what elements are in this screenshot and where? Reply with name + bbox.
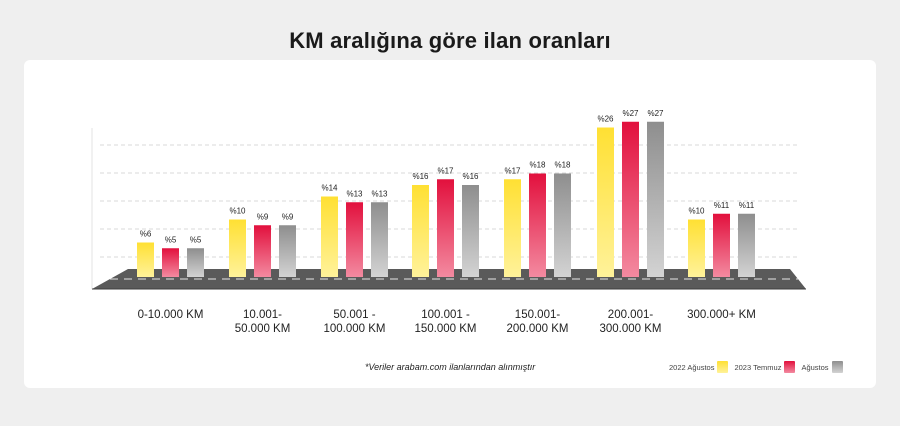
bar-value-label: %13 xyxy=(371,189,388,198)
bar-value-label: %9 xyxy=(257,212,269,221)
bar-value-label: %9 xyxy=(282,212,294,221)
bar xyxy=(713,213,730,277)
legend: 2022 Ağustos 2023 Temmuz Ağustos xyxy=(669,359,849,375)
bar-value-label: %11 xyxy=(714,201,730,210)
legend-swatch xyxy=(784,361,796,373)
bar xyxy=(738,213,755,277)
bar xyxy=(647,121,664,277)
bar xyxy=(412,185,429,277)
bar xyxy=(504,179,521,277)
chart-title: KM aralığına göre ilan oranları xyxy=(289,28,611,53)
category-label: 200.001- 300.000 KM xyxy=(599,309,662,335)
bar-value-label: %17 xyxy=(437,166,454,175)
bar xyxy=(187,248,204,277)
legend-swatch xyxy=(717,361,729,373)
category-label: 50.001 - 100.000 KM xyxy=(323,309,386,335)
bar-value-label: %16 xyxy=(462,172,479,181)
bar-value-label: %26 xyxy=(597,115,614,124)
bar-value-label: %13 xyxy=(346,189,363,198)
bar-value-label: %10 xyxy=(229,207,246,216)
bar xyxy=(462,185,479,277)
category-label: 10.001- 50.000 KM xyxy=(234,309,291,335)
bar-value-label: %17 xyxy=(504,166,521,175)
bar-value-label: %18 xyxy=(554,161,571,170)
bar xyxy=(597,127,614,277)
bar xyxy=(279,225,296,277)
bar xyxy=(437,179,454,277)
bar xyxy=(162,248,179,277)
bar xyxy=(137,242,154,277)
bar-value-label: %27 xyxy=(647,109,664,118)
bar-value-label: %14 xyxy=(321,184,338,193)
bar xyxy=(346,202,363,277)
data-source-note: *Veriler arabam.com ilanlarından alınmış… xyxy=(365,362,536,372)
legend-label: 2023 Temmuz xyxy=(734,362,782,372)
bar-value-label: %18 xyxy=(529,161,546,170)
bar xyxy=(321,196,338,277)
bar xyxy=(254,225,271,277)
legend-swatch xyxy=(831,361,843,373)
category-label: 0-10.000 KM xyxy=(137,309,204,321)
bar-value-label: %5 xyxy=(190,235,202,244)
legend-label: Ağustos xyxy=(801,362,829,372)
bar xyxy=(529,173,546,277)
bar-value-label: %11 xyxy=(739,201,755,210)
category-label: 100.001 - 150.000 KM xyxy=(414,309,477,335)
bar xyxy=(688,219,705,277)
bar xyxy=(371,202,388,277)
bar-value-label: %16 xyxy=(412,172,429,181)
bar xyxy=(554,173,571,277)
legend-label: 2022 Ağustos xyxy=(669,362,715,372)
bar-value-label: %10 xyxy=(688,207,705,216)
bar-value-label: %6 xyxy=(140,230,152,239)
category-label: 300.000+ KM xyxy=(687,309,756,321)
bar-value-label: %27 xyxy=(622,109,639,118)
bar xyxy=(229,219,246,277)
category-label: 150.001- 200.000 KM xyxy=(506,309,569,335)
bar xyxy=(622,121,639,277)
bar-value-label: %5 xyxy=(165,235,177,244)
